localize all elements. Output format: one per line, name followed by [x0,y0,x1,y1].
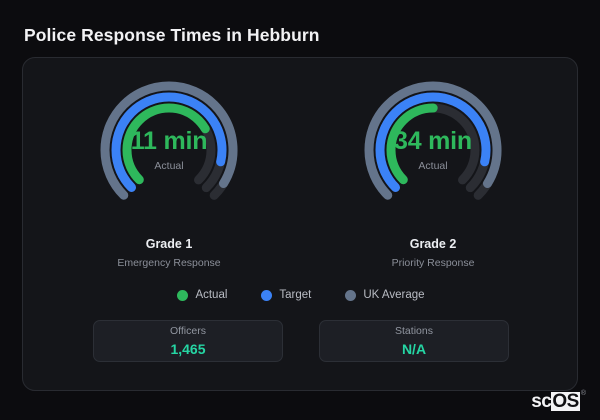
target-arc-g2 [375,92,491,208]
legend-label-target: Target [279,289,312,301]
gauge-svg-grade-2 [364,81,502,219]
legend-dot-actual-icon [177,290,189,302]
stat-label-officers: Officers [170,325,206,338]
gauges-row: 11 min Actual Grade 1 Emergency Response [23,74,579,268]
watermark-text-secondary: OS [551,390,580,412]
uk-average-arc-g2 [364,81,502,219]
gauge-description-grade-1: Emergency Response [117,256,221,269]
gauge-svg-grade-1 [100,81,238,219]
gauge-rings-grade-1: 11 min Actual [93,74,245,226]
gauge-rings-grade-2: 34 min Actual [357,74,509,226]
legend-label-uk-average: UK Average [363,289,425,301]
legend-item-actual[interactable]: Actual [177,289,228,302]
legend-item-target[interactable]: Target [261,289,312,302]
stat-value-stations: N/A [401,340,427,357]
legend-label-actual: Actual [195,289,228,301]
stats-row: Officers 1,465 Stations N/A [23,320,579,362]
watermark-text-primary: sc [531,390,552,412]
page-title: Police Response Times in Hebburn [24,25,320,45]
target-arc-g1 [111,92,227,208]
uk-average-arc-g1 [100,81,238,219]
gauge-grade-2[interactable]: 34 min Actual Grade 2 Priority Response [349,74,517,268]
stat-value-officers: 1,465 [170,340,206,357]
scos-watermark-logo: sc OS ® [531,390,586,412]
watermark-registered-icon: ® [580,390,586,397]
legend-item-uk-average[interactable]: UK Average [345,289,425,302]
gauge-title-grade-2: Grade 2 [409,237,457,251]
gauge-grade-1[interactable]: 11 min Actual Grade 1 Emergency Response [85,74,253,268]
actual-arc-g1 [122,103,216,197]
gauge-description-grade-2: Priority Response [391,256,475,269]
response-times-card: 11 min Actual Grade 1 Emergency Response [22,57,578,391]
legend-dot-uk-average-icon [345,290,357,302]
gauge-title-grade-1: Grade 1 [145,237,193,251]
chart-legend: Actual Target UK Average [23,289,579,302]
stat-label-stations: Stations [395,325,433,338]
stat-card-officers[interactable]: Officers 1,465 [93,320,283,362]
actual-arc-g2 [386,103,480,197]
legend-dot-target-icon [261,290,273,302]
stat-card-stations[interactable]: Stations N/A [319,320,509,362]
